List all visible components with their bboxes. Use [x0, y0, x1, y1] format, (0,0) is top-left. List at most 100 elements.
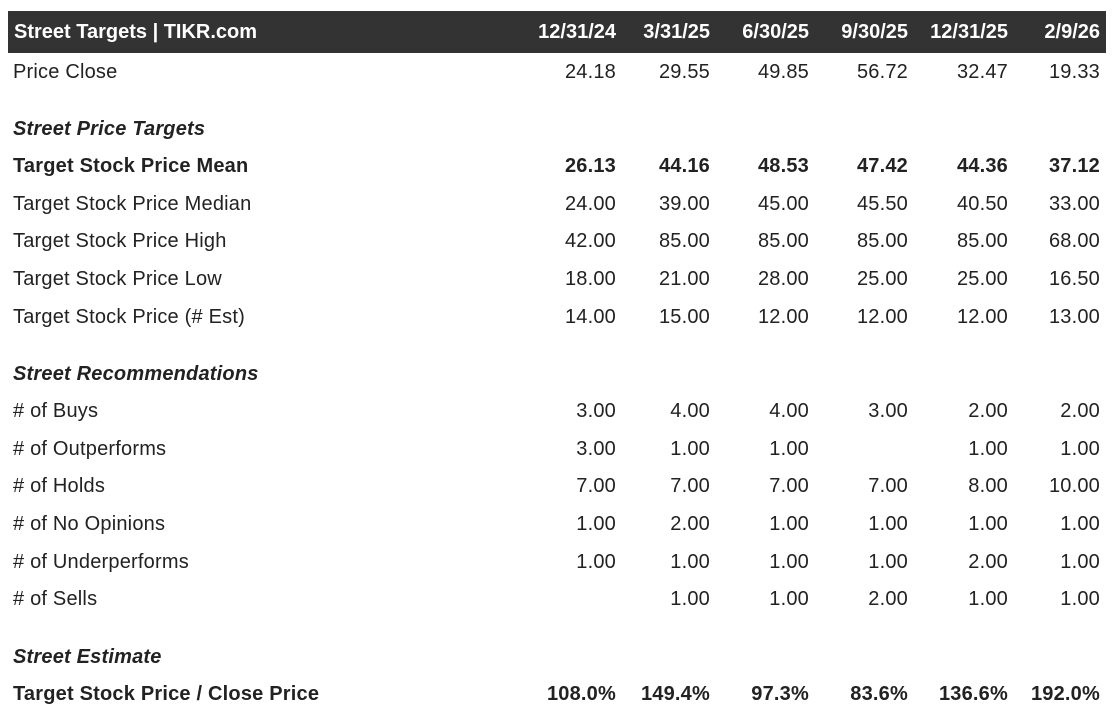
- cell-value: 2.00: [1060, 400, 1100, 423]
- cell-value: 85.00: [658, 230, 710, 253]
- cell-value: 14.00: [564, 305, 616, 328]
- cell-value: 1.00: [1060, 513, 1100, 536]
- cell-value: 26.13: [564, 155, 616, 178]
- table-row-target-high: Target Stock Price High 42.00 85.00 85.0…: [8, 223, 1106, 261]
- row-label: # of Holds: [13, 475, 106, 498]
- cell-value: 19.33: [1048, 60, 1100, 83]
- table-row-target-mean: Target Stock Price Mean 26.13 44.16 48.5…: [8, 148, 1106, 186]
- table-row-target-close-ratio: Target Stock Price / Close Price 108.0% …: [8, 676, 1106, 714]
- row-label: Target Stock Price High: [13, 230, 227, 253]
- section-heading-row: Street Price Targets: [8, 111, 1106, 148]
- cell-value: 12.00: [956, 305, 1008, 328]
- table-row-underperforms: # of Underperforms 1.00 1.00 1.00 1.00 2…: [8, 543, 1106, 581]
- date-column-header[interactable]: 6/30/25: [742, 20, 809, 43]
- table-title: Street Targets | TIKR.com: [14, 20, 258, 43]
- date-column-header[interactable]: 3/31/25: [643, 20, 710, 43]
- cell-value: 21.00: [658, 268, 710, 291]
- cell-value: 1.00: [769, 588, 809, 611]
- cell-value: 32.47: [956, 60, 1008, 83]
- cell-value: 1.00: [576, 550, 616, 573]
- cell-value: 3.00: [576, 400, 616, 423]
- table-header-row: Street Targets | TIKR.com 12/31/24 3/31/…: [8, 11, 1106, 53]
- section-heading: Street Recommendations: [13, 362, 259, 385]
- cell-value: 39.00: [658, 192, 710, 215]
- cell-value: 8.00: [968, 475, 1008, 498]
- cell-value: 1.00: [670, 550, 710, 573]
- cell-value: 42.00: [564, 230, 616, 253]
- cell-value: 24.18: [564, 60, 616, 83]
- cell-value: 136.6%: [938, 682, 1008, 705]
- cell-value: 33.00: [1048, 192, 1100, 215]
- cell-value: [815, 431, 914, 469]
- cell-value: 37.12: [1048, 155, 1100, 178]
- cell-value: 1.00: [1060, 588, 1100, 611]
- cell-value: 97.3%: [751, 682, 809, 705]
- cell-value: 40.50: [956, 192, 1008, 215]
- cell-value: 10.00: [1048, 475, 1100, 498]
- cell-value: 49.85: [757, 60, 809, 83]
- cell-value: 12.00: [856, 305, 908, 328]
- table-row-price-close: Price Close 24.18 29.55 49.85 56.72 32.4…: [8, 53, 1106, 91]
- table-row-target-median: Target Stock Price Median 24.00 39.00 45…: [8, 186, 1106, 224]
- date-column-header[interactable]: 9/30/25: [841, 20, 908, 43]
- cell-value: 83.6%: [850, 682, 908, 705]
- section-heading-row: Street Recommendations: [8, 356, 1106, 393]
- cell-value: 18.00: [564, 268, 616, 291]
- cell-value: 2.00: [868, 588, 908, 611]
- cell-value: 45.00: [757, 192, 809, 215]
- table-row-no-opinions: # of No Opinions 1.00 2.00 1.00 1.00 1.0…: [8, 506, 1106, 544]
- row-label: # of Buys: [13, 400, 99, 423]
- cell-value: 68.00: [1048, 230, 1100, 253]
- row-label: Target Stock Price (# Est): [13, 305, 245, 328]
- row-label: # of Underperforms: [13, 550, 189, 573]
- row-label: Target Stock Price Low: [13, 268, 222, 291]
- cell-value: 7.00: [670, 475, 710, 498]
- table-row-target-low: Target Stock Price Low 18.00 21.00 28.00…: [8, 261, 1106, 299]
- cell-value: 13.00: [1048, 305, 1100, 328]
- table-row-target-est: Target Stock Price (# Est) 14.00 15.00 1…: [8, 298, 1106, 336]
- table-row-buys: # of Buys 3.00 4.00 4.00 3.00 2.00 2.00: [8, 393, 1106, 431]
- cell-value: 2.00: [968, 400, 1008, 423]
- cell-value: 1.00: [670, 588, 710, 611]
- cell-value: 1.00: [968, 437, 1008, 460]
- cell-value: 85.00: [757, 230, 809, 253]
- cell-value: 7.00: [576, 475, 616, 498]
- cell-value: 25.00: [856, 268, 908, 291]
- date-column-header[interactable]: 2/9/26: [1044, 20, 1100, 43]
- cell-value: 4.00: [769, 400, 809, 423]
- cell-value: 44.36: [956, 155, 1008, 178]
- cell-value: 1.00: [868, 550, 908, 573]
- row-label: # of Outperforms: [13, 437, 167, 460]
- spacer-row: [8, 91, 1106, 111]
- date-column-header[interactable]: 12/31/25: [930, 20, 1008, 43]
- cell-value: 1.00: [576, 513, 616, 536]
- cell-value: [508, 581, 622, 619]
- cell-value: 56.72: [856, 60, 908, 83]
- cell-value: 4.00: [670, 400, 710, 423]
- cell-value: 1.00: [1060, 550, 1100, 573]
- row-label: Price Close: [13, 60, 118, 83]
- cell-value: 25.00: [956, 268, 1008, 291]
- cell-value: 16.50: [1048, 268, 1100, 291]
- row-label: Target Stock Price Mean: [13, 155, 249, 178]
- row-label: # of No Opinions: [13, 513, 166, 536]
- cell-value: 1.00: [1060, 437, 1100, 460]
- cell-value: 85.00: [956, 230, 1008, 253]
- section-heading: Street Price Targets: [13, 118, 206, 140]
- cell-value: 45.50: [856, 192, 908, 215]
- cell-value: 29.55: [658, 60, 710, 83]
- cell-value: 192.0%: [1030, 682, 1100, 705]
- cell-value: 149.4%: [640, 682, 710, 705]
- row-label: # of Sells: [13, 588, 98, 611]
- cell-value: 3.00: [868, 400, 908, 423]
- spacer-row: [8, 336, 1106, 356]
- spacer-row: [8, 619, 1106, 639]
- date-column-header[interactable]: 12/31/24: [538, 20, 616, 43]
- cell-value: 1.00: [769, 513, 809, 536]
- cell-value: 2.00: [670, 513, 710, 536]
- cell-value: 108.0%: [546, 682, 616, 705]
- cell-value: 24.00: [564, 192, 616, 215]
- cell-value: 2.00: [968, 550, 1008, 573]
- cell-value: 1.00: [968, 588, 1008, 611]
